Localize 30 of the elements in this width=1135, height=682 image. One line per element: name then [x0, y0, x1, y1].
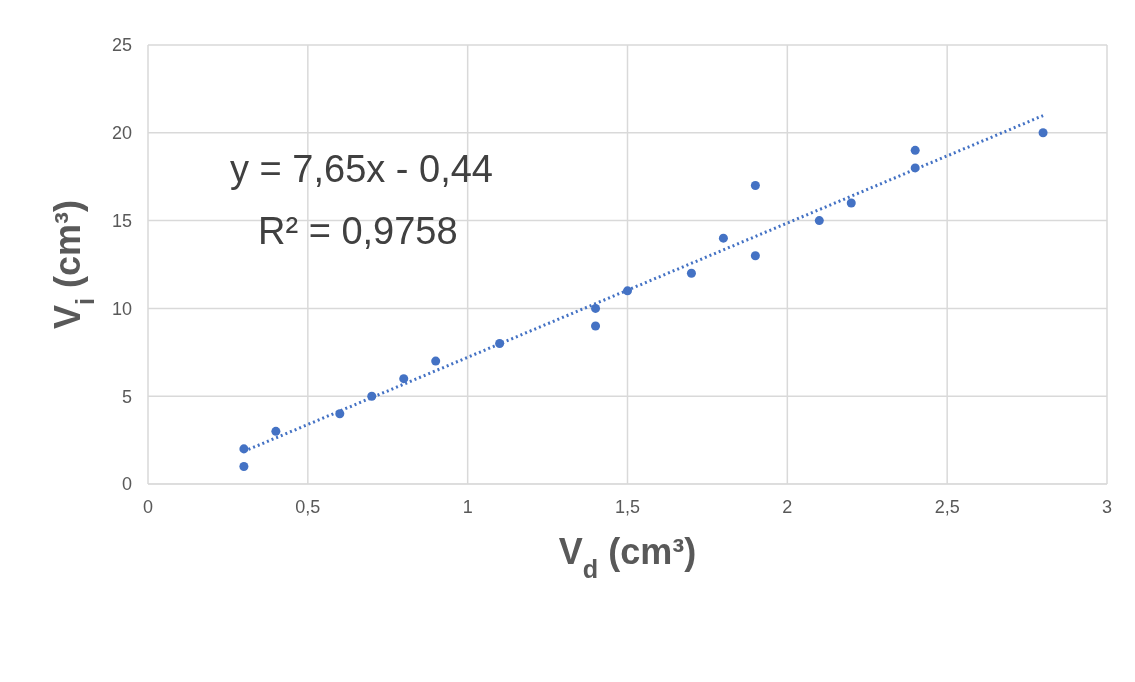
- x-tick-label: 0,5: [295, 496, 321, 517]
- y-tick-label: 15: [111, 210, 132, 231]
- y-tick-label: 5: [121, 386, 132, 407]
- point: [814, 216, 824, 226]
- x-tick-label: 1: [462, 496, 473, 517]
- point: [750, 180, 760, 190]
- point: [271, 426, 281, 436]
- point: [239, 461, 249, 471]
- x-tick-label: 0: [142, 496, 154, 517]
- y-tick-label: 20: [111, 123, 132, 144]
- x-tick-label: 1,5: [614, 496, 641, 517]
- y-tick-label: 25: [111, 35, 132, 56]
- x-tick-label: 2,5: [934, 496, 960, 517]
- point: [431, 356, 441, 366]
- point: [846, 198, 856, 208]
- annotation: y = 7,65x - 0,44: [230, 148, 493, 191]
- point: [686, 268, 696, 278]
- point: [591, 303, 601, 313]
- point: [1038, 128, 1048, 138]
- annotation: R² = 0,9758: [258, 210, 458, 253]
- point: [910, 145, 920, 155]
- point: [750, 251, 760, 261]
- point: [718, 233, 728, 243]
- y-tick-label: 10: [111, 298, 132, 319]
- y-tick-label: 0: [121, 474, 132, 495]
- x-tick-label: 3: [1101, 496, 1113, 517]
- point: [591, 321, 601, 331]
- point: [399, 374, 409, 384]
- x-axis-title: V$_{d}$ (cm³): [558, 531, 697, 583]
- x-tick-label: 2: [782, 496, 793, 517]
